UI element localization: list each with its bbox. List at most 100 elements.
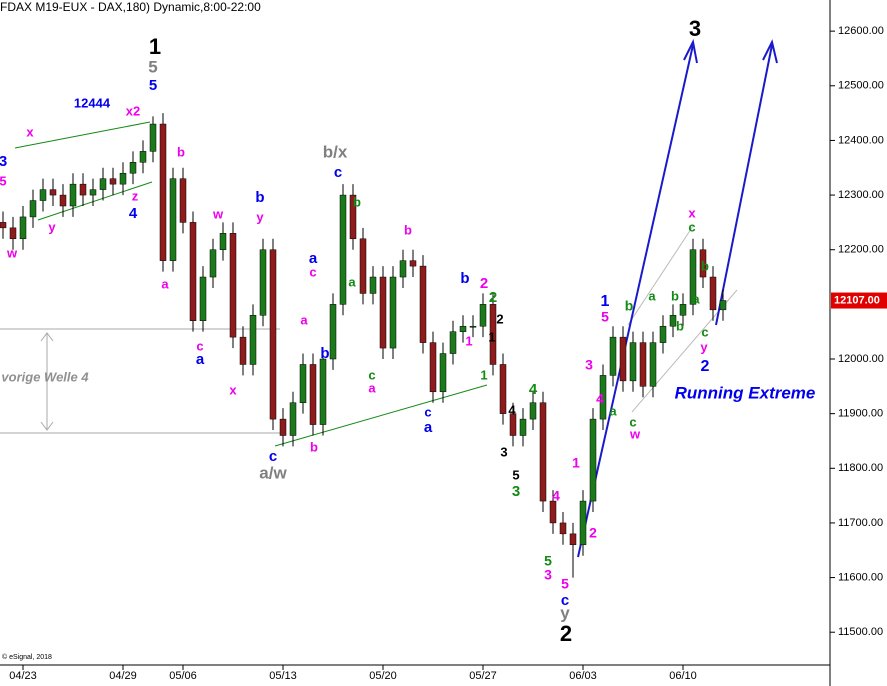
candle-body — [479, 304, 487, 327]
wave-label: 1 — [572, 455, 580, 471]
wave-label: b — [320, 345, 329, 362]
candle-body — [249, 315, 257, 365]
x-tick-label: 06/03 — [569, 670, 597, 682]
candle-body — [309, 364, 317, 425]
wave-label: 4 — [596, 391, 604, 407]
wave-label: b — [701, 258, 709, 273]
wave-label: c — [269, 448, 277, 465]
wave-label: x — [26, 124, 34, 139]
candle-body — [9, 227, 17, 240]
wave-label: z — [132, 188, 139, 203]
y-tick-label: 11600.00 — [838, 571, 883, 583]
wave-label: 5 — [561, 576, 569, 592]
candle-body — [509, 413, 517, 436]
x-tick-label: 06/10 — [669, 670, 697, 682]
wave-label: x — [688, 205, 696, 220]
wave-label: 4 — [552, 488, 560, 504]
wave-label: c — [309, 264, 316, 279]
wave-label: 3 — [585, 357, 593, 373]
candle-body — [389, 276, 397, 349]
candle-body — [429, 342, 437, 393]
last-price-label: 12107.00 — [834, 294, 880, 306]
wave-label: 4 — [529, 381, 538, 398]
wave-label: y — [256, 209, 264, 224]
wave-label: 3 — [0, 153, 7, 170]
wave-label: 1 — [480, 367, 487, 382]
wave-label: a — [348, 274, 356, 289]
candle-body — [619, 336, 627, 382]
wave-label: 5 — [149, 77, 157, 94]
candle-body — [29, 200, 37, 218]
wave-label: 2 — [496, 311, 503, 326]
candle-body — [99, 178, 107, 190]
candle-body — [499, 364, 507, 414]
wave-label: b — [310, 439, 318, 454]
candle-body — [539, 402, 547, 502]
wave-label: b — [353, 194, 361, 209]
candle-body — [179, 178, 187, 223]
y-tick-label: 12400.00 — [838, 134, 884, 146]
candle-body — [19, 216, 27, 240]
wave-label: 2 — [489, 289, 497, 306]
x-tick-label: 05/20 — [369, 670, 397, 682]
wave-label: 5 — [148, 57, 157, 76]
candle-body — [69, 183, 77, 207]
candle-body — [279, 418, 287, 436]
candle-body — [289, 402, 297, 436]
wave-label: 1 — [465, 333, 472, 348]
candle-body — [529, 402, 537, 420]
candle-body — [409, 260, 417, 267]
candle-body — [369, 276, 377, 294]
candle-body — [699, 249, 707, 278]
candle-body — [229, 233, 237, 338]
y-tick-label: 12500.00 — [838, 80, 884, 92]
candle-body — [329, 304, 337, 360]
trend-line — [274, 384, 488, 447]
candle-body — [469, 325, 477, 328]
wave-label: 2 — [589, 525, 597, 541]
candle-body — [129, 162, 137, 174]
wave-label: b — [177, 144, 185, 159]
candle-body — [639, 342, 647, 387]
wave-label: a — [309, 250, 318, 267]
channel-line — [37, 181, 153, 221]
projection-arrow — [715, 44, 773, 326]
wave-label: y — [700, 339, 708, 354]
wave-label: 3 — [544, 567, 552, 583]
candle-body — [689, 249, 697, 305]
candle-body — [199, 276, 207, 322]
y-tick-label: 12300.00 — [838, 189, 884, 201]
candle-body — [79, 183, 87, 196]
candle-body — [139, 151, 147, 163]
wave-label: y — [48, 219, 56, 234]
candle-body — [49, 189, 57, 196]
candle-body — [459, 325, 467, 332]
x-tick-label: 04/23 — [9, 670, 37, 682]
candle-body — [109, 178, 117, 185]
candle-body — [659, 325, 667, 343]
wave-label: b — [255, 189, 264, 206]
wave-label: a — [424, 419, 433, 436]
wave-label: y — [560, 603, 570, 622]
candle-body — [299, 364, 307, 403]
wave-label: 2 — [560, 621, 572, 646]
candle-body — [349, 194, 357, 240]
candle-body — [669, 315, 677, 327]
wave-label: 4 — [508, 402, 516, 417]
arrow-head — [683, 38, 698, 64]
wave-label: 1 — [601, 293, 610, 310]
wave-label: 5 — [0, 173, 7, 188]
y-tick-label: 11500.00 — [838, 626, 883, 638]
candle-body — [609, 336, 617, 376]
wave-label: b — [625, 298, 634, 314]
candle-body — [89, 189, 97, 196]
wave-label: vorige Welle 4 — [1, 369, 89, 384]
wave-label: 2 — [701, 358, 710, 375]
wave-label: 5 — [544, 553, 552, 569]
candle-body — [419, 265, 427, 343]
range-arrow-heads — [40, 332, 54, 431]
wave-label: 1 — [488, 329, 495, 344]
x-tick-label: 05/06 — [169, 670, 197, 682]
candle-body — [239, 336, 247, 365]
